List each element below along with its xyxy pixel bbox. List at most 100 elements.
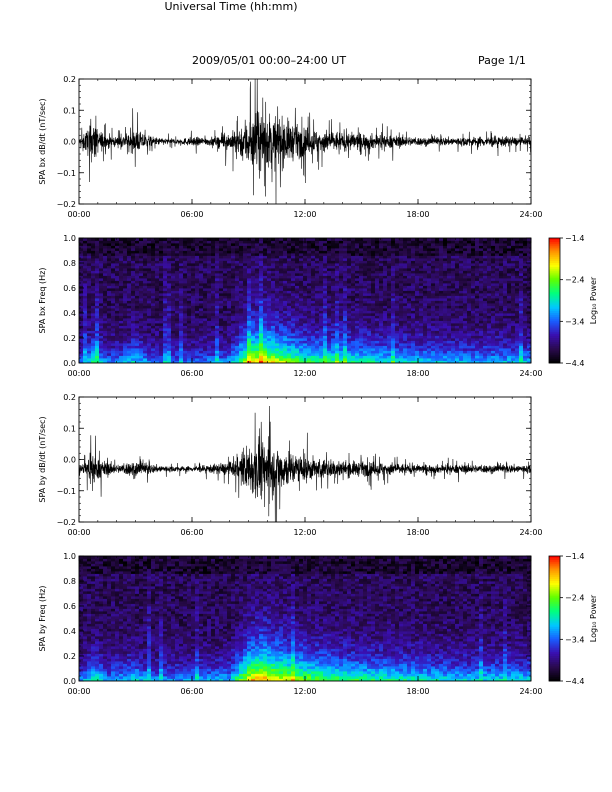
heat-cell xyxy=(323,250,328,254)
heat-cell xyxy=(383,303,388,306)
heat-cell xyxy=(271,250,276,254)
heat-cell xyxy=(467,323,472,326)
heat-cell xyxy=(203,260,208,264)
heat-cell xyxy=(167,273,172,276)
heat-cell xyxy=(443,275,448,279)
heat-cell xyxy=(439,303,444,306)
heat-cell xyxy=(343,263,348,266)
heat-cell xyxy=(151,323,156,326)
heat-cell xyxy=(375,358,380,361)
heat-cell xyxy=(263,303,268,306)
heat-cell xyxy=(171,290,176,294)
heat-cell xyxy=(211,313,216,316)
heat-cell xyxy=(451,275,456,279)
heat-cell xyxy=(199,300,204,304)
heat-cell xyxy=(239,280,244,284)
heat-cell xyxy=(255,288,260,291)
heat-cell xyxy=(187,348,192,351)
heat-cell xyxy=(463,335,468,339)
heat-cell xyxy=(335,263,340,266)
heat-cell xyxy=(307,295,312,299)
heat-cell xyxy=(351,293,356,296)
heat-cell xyxy=(395,273,400,276)
heat-cell xyxy=(123,355,128,359)
heat-cell xyxy=(203,315,208,319)
heat-cell xyxy=(291,320,296,324)
heat-cell xyxy=(183,258,188,261)
heat-cell xyxy=(391,295,396,299)
heat-cell xyxy=(343,328,348,331)
heat-cell xyxy=(243,338,248,341)
heat-cell xyxy=(107,323,112,326)
heat-cell xyxy=(251,265,256,269)
heat-cell xyxy=(339,328,344,331)
heat-cell xyxy=(419,320,424,324)
heat-cell xyxy=(459,325,464,329)
heat-cell xyxy=(199,248,204,251)
heat-cell xyxy=(367,340,372,344)
heat-cell xyxy=(443,253,448,256)
heat-cell xyxy=(231,288,236,291)
heat-cell xyxy=(227,345,232,349)
heat-cell xyxy=(203,310,208,314)
heat-cell xyxy=(79,303,84,306)
heat-cell xyxy=(251,285,256,289)
heat-cell xyxy=(419,258,424,261)
heat-cell xyxy=(335,358,340,361)
heat-cell xyxy=(255,253,260,256)
heat-cell xyxy=(83,240,88,244)
heat-cell xyxy=(163,328,168,331)
heat-cell xyxy=(191,300,196,304)
heat-cell xyxy=(83,350,88,354)
heat-cell xyxy=(367,300,372,304)
heat-cell xyxy=(271,270,276,274)
heat-cell xyxy=(303,330,308,334)
heat-cell xyxy=(191,313,196,316)
heat-cell xyxy=(467,358,472,361)
heat-cell xyxy=(411,285,416,289)
heat-cell xyxy=(195,268,200,271)
heat-cell xyxy=(95,255,100,259)
heat-cell xyxy=(183,360,188,363)
heat-cell xyxy=(83,318,88,321)
heat-cell xyxy=(339,283,344,286)
heat-cell xyxy=(307,280,312,284)
heat-cell xyxy=(279,258,284,261)
heat-cell xyxy=(443,245,448,249)
heat-cell xyxy=(419,310,424,314)
heat-cell xyxy=(411,345,416,349)
heat-cell xyxy=(103,293,108,296)
heat-cell xyxy=(419,288,424,291)
heat-cell xyxy=(155,273,160,276)
heat-cell xyxy=(119,350,124,354)
heat-cell xyxy=(203,333,208,336)
heat-cell xyxy=(359,298,364,301)
heat-cell xyxy=(111,278,116,281)
heat-cell xyxy=(375,258,380,261)
heat-cell xyxy=(283,350,288,354)
heat-cell xyxy=(235,335,240,339)
heat-cell xyxy=(419,325,424,329)
heat-cell xyxy=(435,320,440,324)
heat-cell xyxy=(183,260,188,264)
heat-cell xyxy=(291,343,296,346)
heat-cell xyxy=(307,283,312,286)
heat-cell xyxy=(211,335,216,339)
heat-cell xyxy=(247,328,252,331)
heat-cell xyxy=(163,348,168,351)
heat-cell xyxy=(159,360,164,363)
heat-cell xyxy=(443,328,448,331)
heat-cell xyxy=(215,355,220,359)
heat-cell xyxy=(259,243,264,246)
heat-cell xyxy=(183,298,188,301)
heat-cell xyxy=(411,298,416,301)
heat-cell xyxy=(259,290,264,294)
heat-cell xyxy=(443,290,448,294)
heat-cell xyxy=(287,358,292,361)
heat-cell xyxy=(163,323,168,326)
heat-cell xyxy=(215,240,220,244)
heat-cell xyxy=(211,263,216,266)
heat-cell xyxy=(111,258,116,261)
heat-cell xyxy=(427,295,432,299)
heat-cell xyxy=(143,260,148,264)
